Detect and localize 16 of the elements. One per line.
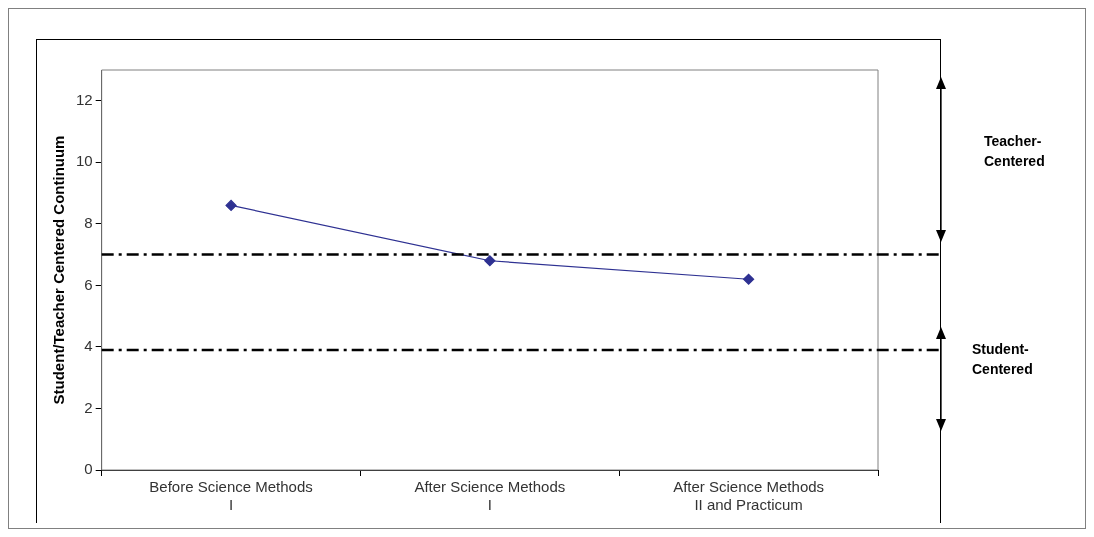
y-tick-label: 0: [84, 460, 93, 478]
y-tick-label: 8: [84, 213, 93, 231]
text: Teacher-Centered: [984, 132, 1046, 171]
point: [225, 199, 237, 211]
y-tick-label: 6: [84, 275, 93, 293]
y-axis-title: Student/Teacher Centered Continuum: [50, 135, 68, 405]
x-tick-label: After Science Methods II and Practicum: [673, 478, 825, 514]
point: [484, 255, 496, 267]
y-tick-label: 4: [84, 337, 93, 355]
y-tick-label: 10: [76, 152, 93, 170]
y-tick-label: 2: [84, 398, 93, 416]
point: [743, 273, 755, 285]
text: Student-Centered: [972, 340, 1034, 379]
x-tick-label: Before Science Methods I: [149, 478, 313, 514]
y-tick-label: 12: [76, 90, 93, 108]
x-tick-label: After Science Methods I: [414, 478, 566, 514]
